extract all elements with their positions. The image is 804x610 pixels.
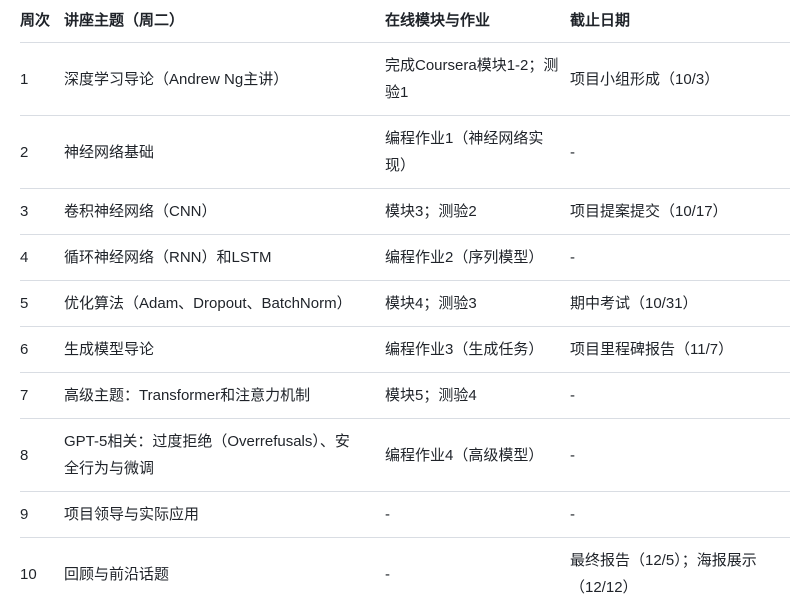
cell-deadline: - [570, 492, 790, 538]
cell-modules: 编程作业1（神经网络实现） [385, 116, 570, 189]
cell-topic: 项目领导与实际应用 [64, 492, 385, 538]
cell-week: 9 [20, 492, 64, 538]
cell-modules: 模块4；测验3 [385, 281, 570, 327]
cell-deadline: 期中考试（10/31） [570, 281, 790, 327]
cell-topic: 卷积神经网络（CNN） [64, 189, 385, 235]
column-header-week: 周次 [20, 0, 64, 43]
cell-week: 6 [20, 327, 64, 373]
table-row: 4 循环神经网络（RNN）和LSTM 编程作业2（序列模型） - [20, 235, 790, 281]
cell-modules: - [385, 492, 570, 538]
cell-topic: GPT-5相关：过度拒绝（Overrefusals）、安全行为与微调 [64, 419, 385, 492]
cell-modules: 模块3；测验2 [385, 189, 570, 235]
table-row: 6 生成模型导论 编程作业3（生成任务） 项目里程碑报告（11/7） [20, 327, 790, 373]
table-row: 10 回顾与前沿话题 - 最终报告（12/5）；海报展示（12/12） [20, 538, 790, 610]
cell-deadline: - [570, 373, 790, 419]
column-header-modules: 在线模块与作业 [385, 0, 570, 43]
cell-week: 4 [20, 235, 64, 281]
cell-topic: 优化算法（Adam、Dropout、BatchNorm） [64, 281, 385, 327]
cell-week: 7 [20, 373, 64, 419]
cell-topic: 高级主题：Transformer和注意力机制 [64, 373, 385, 419]
cell-topic: 生成模型导论 [64, 327, 385, 373]
cell-topic: 回顾与前沿话题 [64, 538, 385, 610]
cell-modules: - [385, 538, 570, 610]
table-row: 3 卷积神经网络（CNN） 模块3；测验2 项目提案提交（10/17） [20, 189, 790, 235]
cell-modules: 编程作业3（生成任务） [385, 327, 570, 373]
cell-deadline: - [570, 116, 790, 189]
cell-week: 1 [20, 43, 64, 116]
cell-deadline: - [570, 419, 790, 492]
table-row: 5 优化算法（Adam、Dropout、BatchNorm） 模块4；测验3 期… [20, 281, 790, 327]
cell-week: 5 [20, 281, 64, 327]
column-header-topic: 讲座主题（周二） [64, 0, 385, 43]
cell-week: 8 [20, 419, 64, 492]
table-row: 1 深度学习导论（Andrew Ng主讲） 完成Coursera模块1-2；测验… [20, 43, 790, 116]
cell-modules: 编程作业4（高级模型） [385, 419, 570, 492]
cell-deadline: 项目提案提交（10/17） [570, 189, 790, 235]
header-row: 周次 讲座主题（周二） 在线模块与作业 截止日期 [20, 0, 790, 43]
table-row: 2 神经网络基础 编程作业1（神经网络实现） - [20, 116, 790, 189]
table-row: 9 项目领导与实际应用 - - [20, 492, 790, 538]
table-row: 7 高级主题：Transformer和注意力机制 模块5；测验4 - [20, 373, 790, 419]
cell-week: 3 [20, 189, 64, 235]
cell-modules: 编程作业2（序列模型） [385, 235, 570, 281]
cell-topic: 神经网络基础 [64, 116, 385, 189]
cell-deadline: - [570, 235, 790, 281]
cell-topic: 循环神经网络（RNN）和LSTM [64, 235, 385, 281]
cell-topic: 深度学习导论（Andrew Ng主讲） [64, 43, 385, 116]
cell-deadline: 项目里程碑报告（11/7） [570, 327, 790, 373]
cell-week: 2 [20, 116, 64, 189]
table-row: 8 GPT-5相关：过度拒绝（Overrefusals）、安全行为与微调 编程作… [20, 419, 790, 492]
course-schedule-table: 周次 讲座主题（周二） 在线模块与作业 截止日期 1 深度学习导论（Andrew… [20, 0, 790, 610]
cell-deadline: 项目小组形成（10/3） [570, 43, 790, 116]
cell-deadline: 最终报告（12/5）；海报展示（12/12） [570, 538, 790, 610]
column-header-deadline: 截止日期 [570, 0, 790, 43]
cell-modules: 模块5；测验4 [385, 373, 570, 419]
cell-week: 10 [20, 538, 64, 610]
cell-modules: 完成Coursera模块1-2；测验1 [385, 43, 570, 116]
